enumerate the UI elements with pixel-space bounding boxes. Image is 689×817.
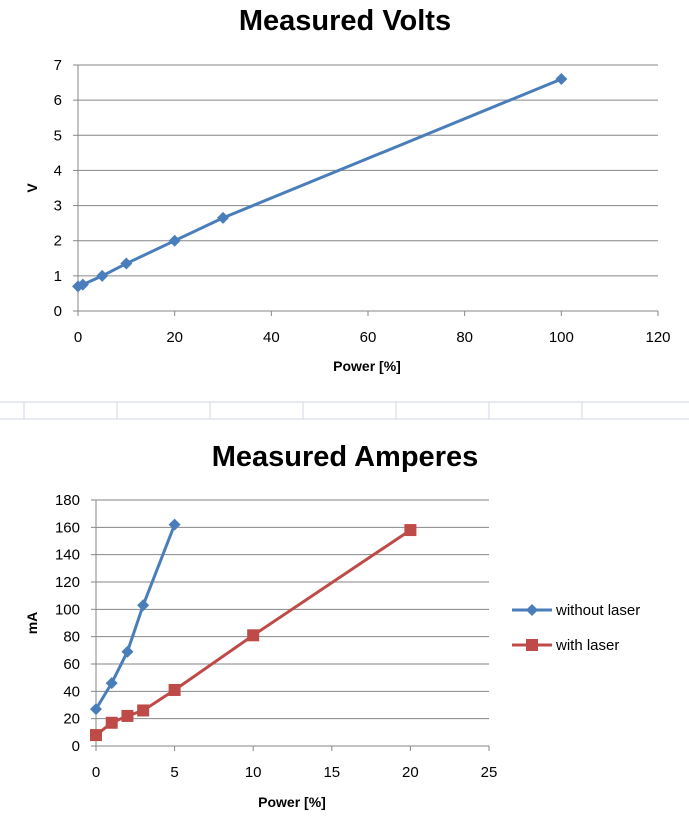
data-point-square <box>168 683 181 696</box>
y-tick-label: 160 <box>55 519 80 536</box>
data-point-diamond <box>76 278 89 291</box>
data-point-diamond <box>121 645 134 658</box>
series-line-0 <box>77 77 562 288</box>
sheet-separator <box>0 401 689 420</box>
x-tick-label: 40 <box>263 329 280 346</box>
x-tick-label: 10 <box>245 764 262 781</box>
data-point-square <box>90 729 102 742</box>
y-tick-label: 120 <box>55 574 80 591</box>
y-tick-label: 100 <box>55 601 80 618</box>
volts-x-tick-labels: 0 20 40 60 80 100 120 <box>74 329 671 346</box>
amperes-x-tick-labels: 0 5 10 15 20 25 <box>92 764 498 781</box>
data-point-square <box>137 704 150 717</box>
data-point-diamond <box>168 234 181 247</box>
amperes-chart: Measured Amperes 02040608010012014016018… <box>24 441 640 810</box>
y-tick-label: 2 <box>54 233 62 250</box>
x-tick-label: 20 <box>402 764 419 781</box>
data-point-diamond <box>105 677 118 690</box>
data-point-diamond <box>555 73 568 86</box>
y-tick-label: 3 <box>54 198 62 215</box>
legend-item-without-laser: without laser <box>512 602 640 619</box>
volts-chart-title: Measured Volts <box>239 5 451 37</box>
data-point-square <box>121 709 134 722</box>
volts-axes <box>73 64 659 316</box>
y-tick-label: 180 <box>55 492 80 509</box>
amperes-y-axis-title: mA <box>24 612 40 635</box>
data-point-diamond <box>96 269 109 282</box>
legend-label-with-laser: with laser <box>555 637 619 654</box>
data-point-square <box>404 524 417 537</box>
data-point-diamond <box>137 599 150 612</box>
x-tick-label: 80 <box>456 329 473 346</box>
volts-y-tick-labels: 0 1 2 3 4 5 6 7 <box>54 57 62 320</box>
x-tick-label: 5 <box>170 764 178 781</box>
x-tick-label: 100 <box>549 329 574 346</box>
legend-square-marker <box>526 639 538 651</box>
y-tick-label: 1 <box>54 268 62 285</box>
x-tick-label: 60 <box>360 329 377 346</box>
x-tick-label: 120 <box>645 329 670 346</box>
legend-diamond-marker <box>526 604 538 616</box>
amperes-axes <box>91 499 490 751</box>
y-tick-label: 6 <box>54 92 62 109</box>
y-tick-label: 140 <box>55 547 80 564</box>
data-point-diamond <box>120 257 133 270</box>
data-point-diamond <box>168 518 181 531</box>
y-tick-label: 40 <box>63 683 80 700</box>
y-tick-label: 5 <box>54 127 62 144</box>
y-tick-label: 80 <box>63 629 80 646</box>
y-tick-label: 20 <box>63 711 80 728</box>
volts-series <box>72 73 568 293</box>
y-tick-label: 0 <box>54 303 62 320</box>
y-tick-label: 0 <box>72 738 80 755</box>
volts-x-axis-title: Power [%] <box>333 358 401 374</box>
amperes-chart-title: Measured Amperes <box>212 441 478 473</box>
amperes-series <box>90 518 417 742</box>
amperes-legend: without laser with laser <box>512 602 640 654</box>
volts-y-axis-title: V <box>24 183 40 193</box>
data-point-square <box>247 629 260 642</box>
y-tick-label: 60 <box>63 656 80 673</box>
x-tick-label: 20 <box>166 329 183 346</box>
amperes-x-axis-title: Power [%] <box>258 794 326 810</box>
data-point-square <box>105 716 118 729</box>
y-tick-label: 7 <box>54 57 62 74</box>
legend-label-without-laser: without laser <box>555 602 640 619</box>
data-point-diamond <box>90 703 102 716</box>
legend-item-with-laser: with laser <box>512 637 619 654</box>
x-tick-label: 25 <box>481 764 498 781</box>
y-tick-label: 4 <box>54 162 62 179</box>
x-tick-label: 0 <box>74 329 82 346</box>
x-tick-label: 15 <box>323 764 340 781</box>
data-point-diamond <box>217 211 229 224</box>
amperes-y-tick-labels: 0 20 40 60 80 100 120 140 160 180 <box>55 492 80 755</box>
x-tick-label: 0 <box>92 764 100 781</box>
